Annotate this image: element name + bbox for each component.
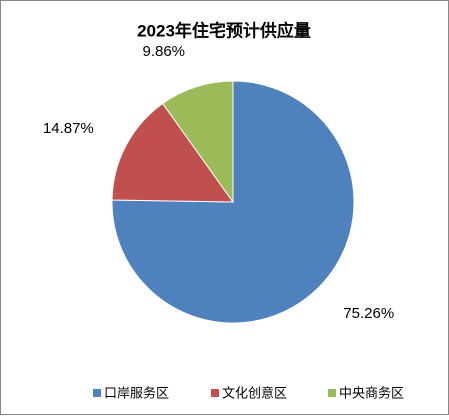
data-label: 14.87% bbox=[43, 120, 94, 137]
legend-label: 口岸服务区 bbox=[104, 385, 169, 400]
legend-swatch bbox=[211, 389, 219, 397]
legend-label: 中央商务区 bbox=[339, 385, 404, 400]
pie-slice bbox=[111, 102, 234, 203]
chart-title: 2023年住宅预计供应量 bbox=[137, 20, 311, 40]
legend-label: 文化创意区 bbox=[222, 385, 287, 400]
data-label: 75.26% bbox=[343, 305, 394, 322]
legend-swatch bbox=[328, 389, 336, 397]
legend-swatch bbox=[93, 389, 101, 397]
data-label: 9.86% bbox=[142, 43, 185, 60]
pie-slice bbox=[162, 80, 234, 204]
